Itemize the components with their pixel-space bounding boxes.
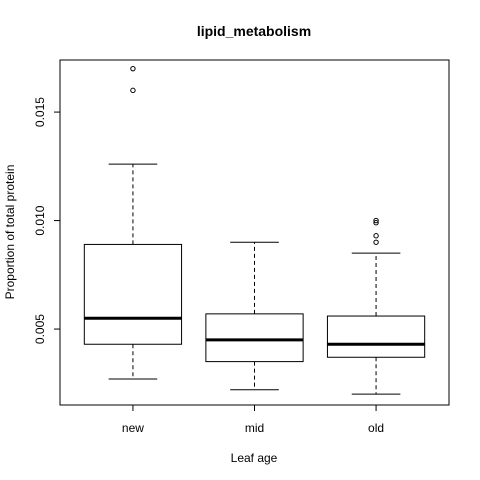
box-group-new <box>83 65 183 380</box>
x-axis: new mid old <box>122 405 384 435</box>
y-axis-label: Proportion of total protein <box>3 165 17 300</box>
box-group-old <box>326 217 426 395</box>
box-group-mid <box>205 241 304 391</box>
y-axis: 0.005 0.010 0.015 <box>33 97 60 344</box>
iqr-box <box>83 243 183 345</box>
outlier-point <box>373 220 379 226</box>
outlier-point <box>130 65 136 72</box>
x-axis-label: Leaf age <box>231 451 278 465</box>
x-tick-label: mid <box>245 421 264 435</box>
y-tick-label: 0.015 <box>33 97 47 127</box>
outlier-point <box>373 239 379 245</box>
y-tick-label: 0.005 <box>33 314 47 344</box>
outlier-point <box>373 217 379 224</box>
outlier-point <box>373 233 379 239</box>
chart-title: lipid_metabolism <box>197 23 311 39</box>
x-tick-label: new <box>122 421 144 435</box>
iqr-box <box>326 315 426 358</box>
x-tick-label: old <box>368 421 384 435</box>
boxes-layer <box>83 65 426 395</box>
iqr-box <box>205 313 304 363</box>
outlier-point <box>130 87 136 94</box>
y-tick-label: 0.010 <box>33 205 47 235</box>
